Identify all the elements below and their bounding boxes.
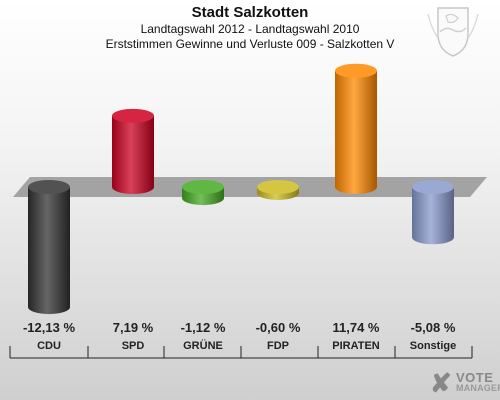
- bar-top-cap: [182, 180, 224, 194]
- bar-bottom-cap: [112, 180, 154, 194]
- vote-manager-logo: ✘ VOTE MANAGER: [430, 368, 500, 398]
- bar-top-cap: [112, 108, 154, 123]
- vote-logo-text: VOTE: [456, 370, 494, 385]
- bar-cdu: [28, 180, 70, 315]
- category-label: FDP: [267, 340, 289, 352]
- category-label: PIRATEN: [332, 340, 380, 352]
- bar-body: [412, 187, 454, 238]
- value-label: -5,08 %: [410, 320, 456, 335]
- chart-title: Stadt Salzkotten: [191, 4, 309, 21]
- bar-fdp: [257, 180, 299, 200]
- category-label: SPD: [121, 340, 145, 352]
- bar-body: [112, 115, 154, 187]
- bar-top-cap: [335, 63, 377, 78]
- bar-top-cap: [28, 180, 70, 194]
- bar-grüne: [182, 180, 224, 206]
- bar-bottom-cap: [182, 191, 224, 206]
- bar-bottom-cap: [28, 300, 70, 315]
- bar-spd: [112, 108, 154, 194]
- value-label: 7,19 %: [112, 320, 154, 335]
- value-label: -1,12 %: [180, 320, 226, 335]
- bar-piraten: [335, 63, 377, 194]
- chart-subtitle-district: Erststimmen Gewinne und Verluste 009 - S…: [105, 37, 395, 51]
- bar-top-cap: [257, 180, 299, 194]
- bar-bottom-cap: [412, 230, 454, 245]
- coat-of-arms-icon: [427, 7, 479, 57]
- value-label: -12,13 %: [22, 320, 76, 335]
- chart-subtitle-election: Landtagswahl 2012 - Landtagswahl 2010: [140, 22, 360, 36]
- category-label: GRÜNE: [183, 340, 223, 352]
- bar-bottom-cap: [335, 180, 377, 194]
- value-label: 11,74 %: [332, 320, 380, 335]
- bar-sonstige: [412, 180, 454, 245]
- manager-logo-text: MANAGER: [456, 383, 500, 393]
- category-label: CDU: [37, 340, 61, 352]
- vote-logo-icon: ✘: [430, 368, 452, 398]
- category-label: Sonstige: [409, 340, 457, 352]
- bar-body: [28, 187, 70, 308]
- bar-top-cap: [412, 180, 454, 194]
- bar-body: [335, 70, 377, 187]
- value-label: -0,60 %: [255, 320, 301, 335]
